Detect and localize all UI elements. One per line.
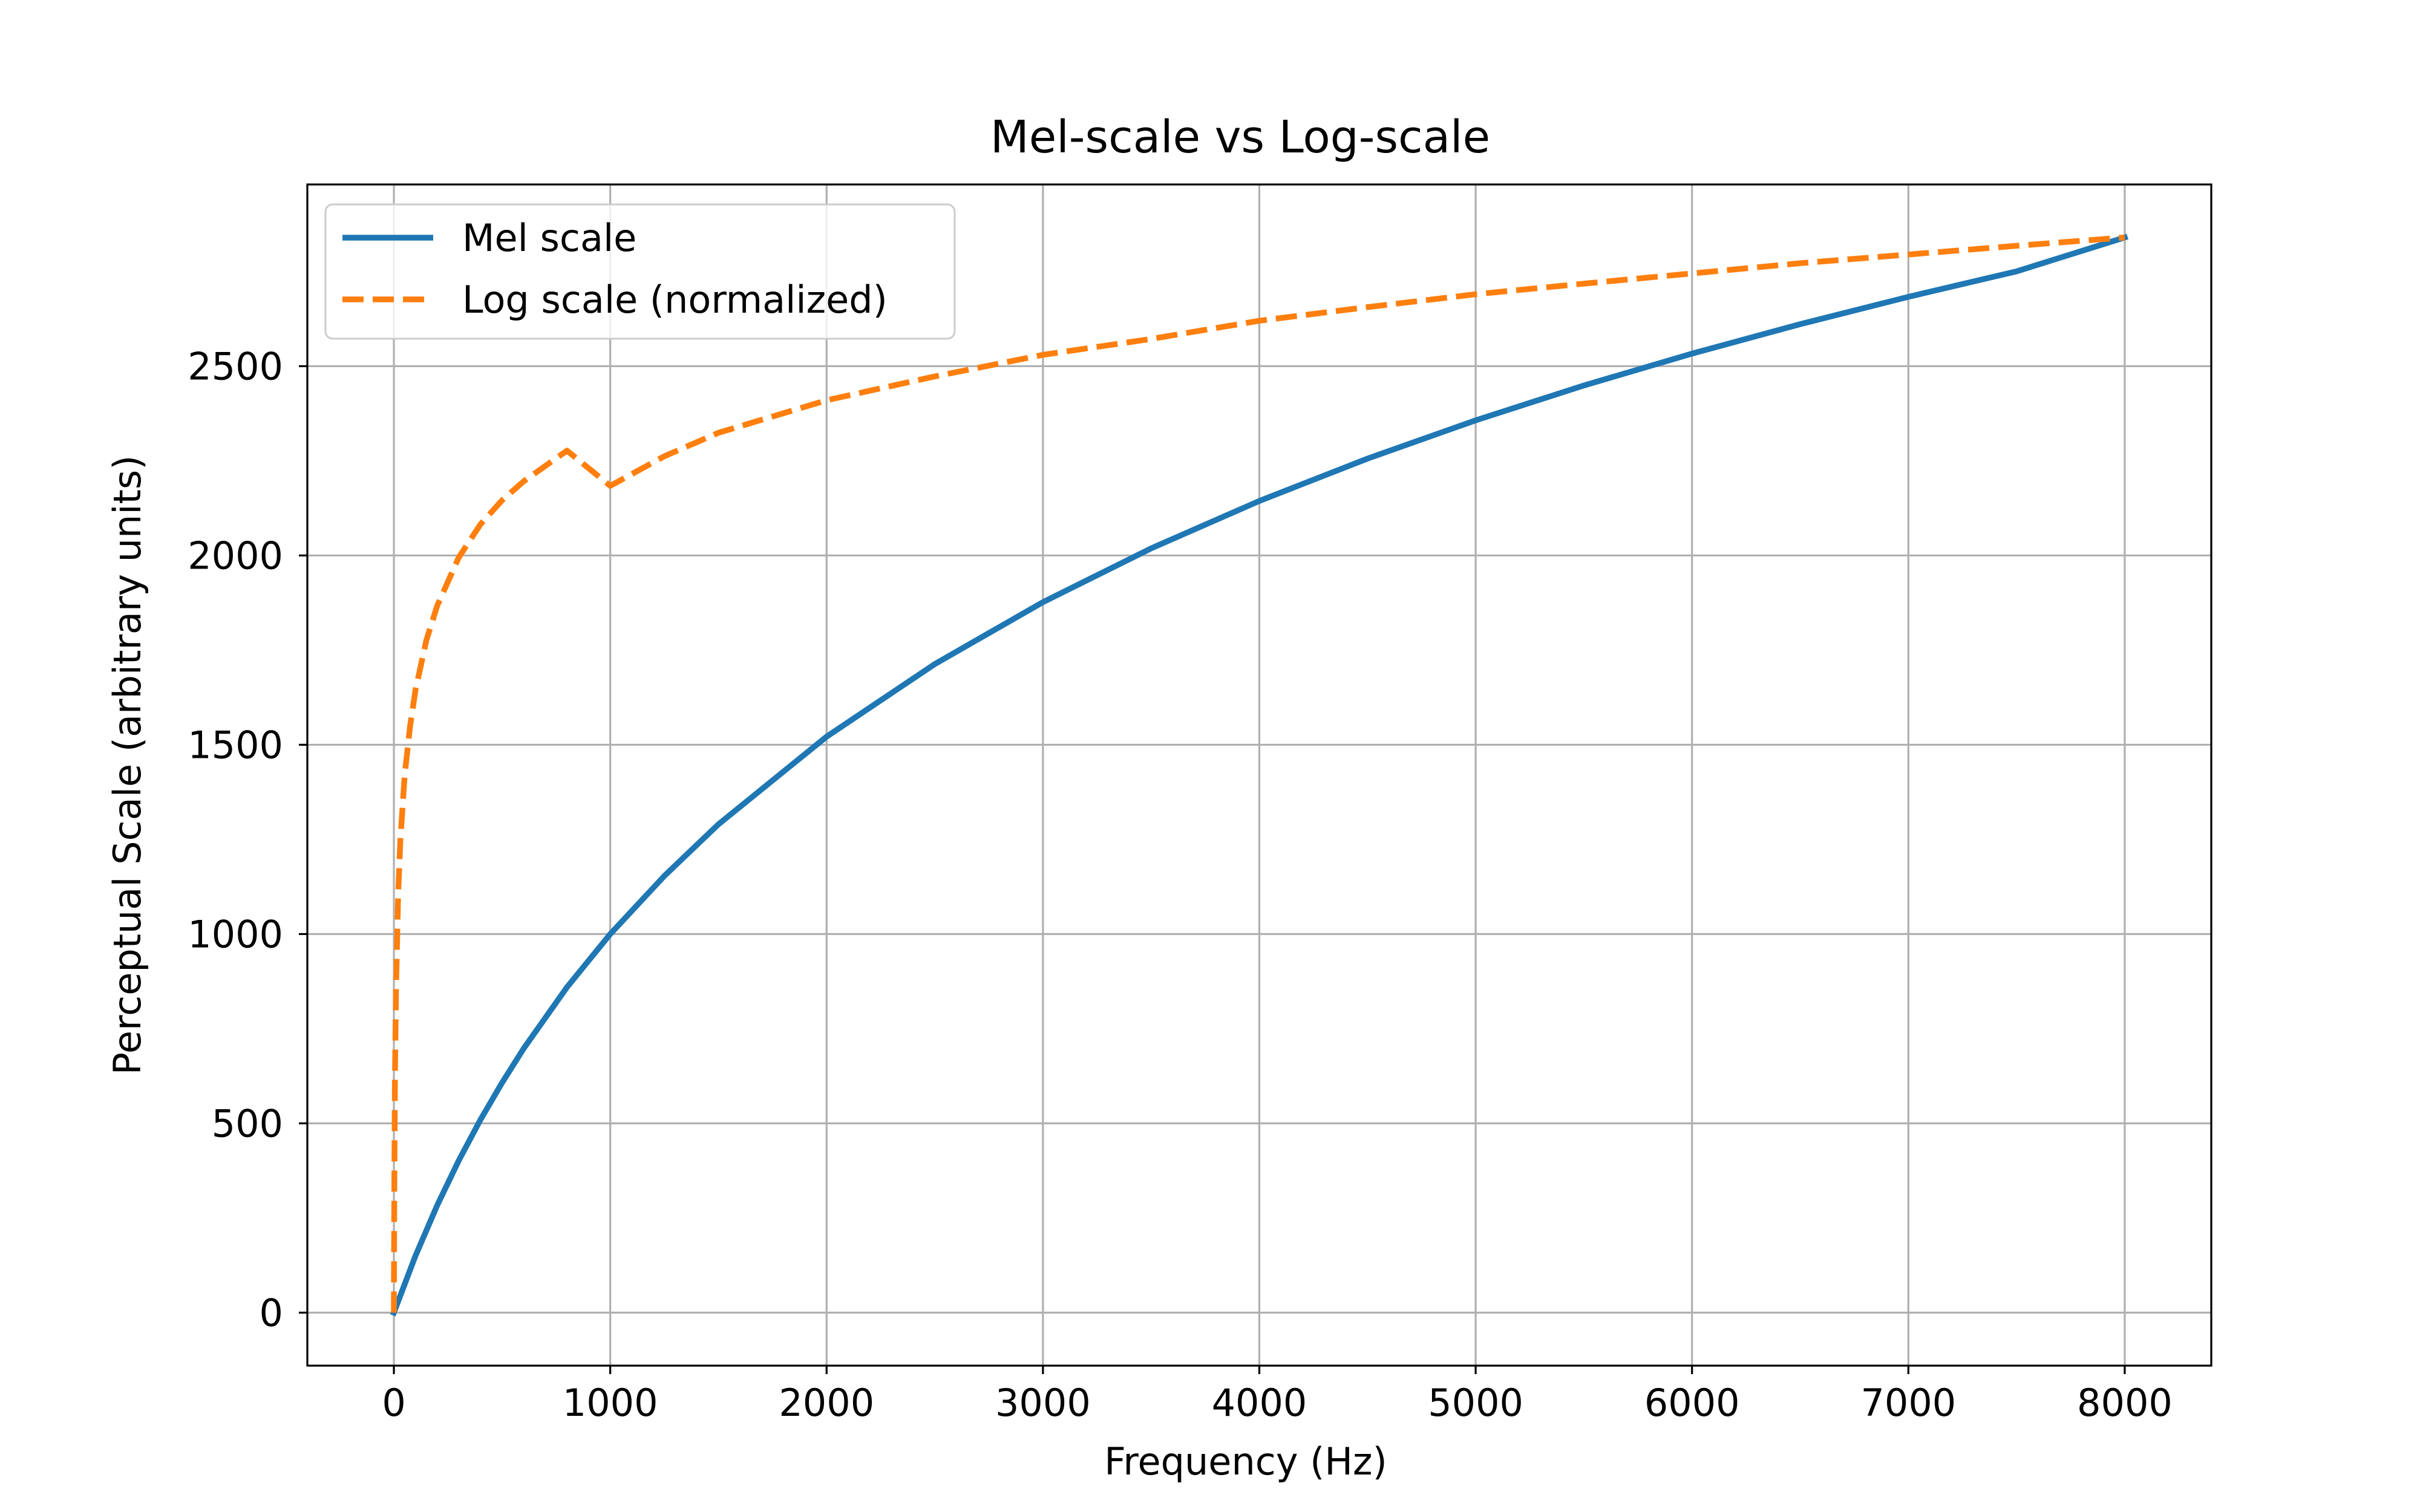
x-tick-label: 4000 — [1212, 1381, 1307, 1425]
legend-box — [324, 203, 956, 340]
ticks-layer: 0 1000 2000 3000 4000 5000 6000 7000 8000 0 500 100… — [188, 344, 2173, 1425]
grid-layer — [307, 184, 2211, 1366]
x-tick-label: 6000 — [1644, 1381, 1740, 1425]
series-layer — [390, 233, 2128, 1317]
series-line-log-scale-normalized — [391, 234, 2125, 1313]
y-tick-label: 0 — [260, 1291, 283, 1335]
y-tick-label: 2000 — [188, 533, 283, 578]
x-tick-label: 8000 — [2077, 1381, 2173, 1425]
x-tick-label: 0 — [382, 1381, 405, 1425]
series-line-mel-scale — [390, 233, 2128, 1317]
y-tick-label: 2500 — [188, 344, 283, 388]
legend-label-log-scale: Log scale (normalized) — [462, 278, 888, 322]
x-tick-label: 2000 — [779, 1381, 874, 1425]
x-tick-label: 7000 — [1860, 1381, 1956, 1425]
legend: Mel scale Log scale (normalized) — [324, 203, 956, 340]
x-axis-label: Frequency (Hz) — [1104, 1439, 1387, 1484]
x-tick-label: 3000 — [995, 1381, 1091, 1425]
legend-label-mel-scale: Mel scale — [462, 216, 636, 260]
y-tick-label: 500 — [212, 1101, 283, 1145]
x-tick-label: 1000 — [563, 1381, 658, 1425]
x-tick-label: 5000 — [1428, 1381, 1523, 1425]
y-tick-label: 1500 — [188, 723, 283, 767]
y-tick-label: 1000 — [188, 912, 283, 956]
chart-title: Mel-scale vs Log-scale — [990, 111, 1490, 163]
y-axis-label: Perceptual Scale (arbitrary units) — [105, 455, 149, 1075]
